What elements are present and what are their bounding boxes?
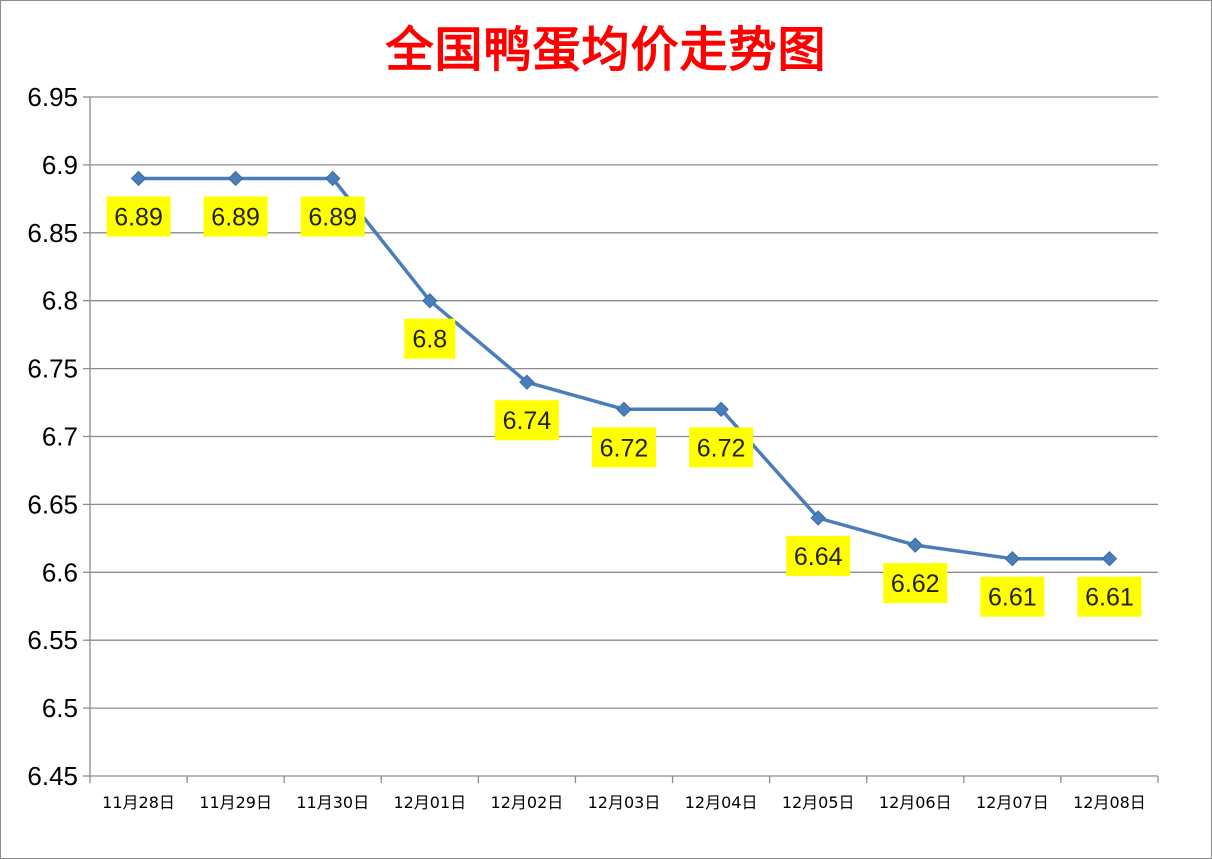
y-tick-label: 6.55 bbox=[27, 625, 78, 655]
axes bbox=[83, 96, 1159, 783]
data-point bbox=[519, 374, 535, 390]
y-tick-label: 6.45 bbox=[27, 761, 78, 791]
x-tick-label: 12月02日 bbox=[491, 793, 564, 812]
data-label-background bbox=[689, 427, 754, 468]
data-label-text: 6.89 bbox=[308, 203, 357, 231]
y-tick-label: 6.9 bbox=[42, 150, 78, 180]
data-label: 6.62 bbox=[883, 563, 948, 604]
x-axis-tick-labels: 11月28日 11月29日 11月30日 12月01日 12月02日 12月03日 12月0… bbox=[102, 793, 1146, 812]
data-label-background bbox=[1077, 576, 1142, 617]
data-point bbox=[616, 401, 632, 418]
data-label-text: 6.74 bbox=[503, 407, 552, 435]
data-label-background bbox=[786, 535, 851, 576]
y-tick-label: 6.65 bbox=[27, 489, 78, 519]
x-tick-label: 12月05日 bbox=[782, 793, 855, 812]
data-label-text: 6.89 bbox=[114, 203, 163, 231]
data-label-background bbox=[404, 318, 456, 359]
data-label-text: 6.72 bbox=[697, 434, 746, 462]
data-point bbox=[227, 170, 244, 187]
x-tick-label: 12月04日 bbox=[685, 793, 758, 812]
x-tick-label: 12月01日 bbox=[393, 793, 466, 812]
data-label: 6.61 bbox=[980, 576, 1045, 617]
data-point bbox=[907, 537, 923, 553]
data-label-text: 6.61 bbox=[988, 584, 1037, 612]
x-tick-label: 12月07日 bbox=[976, 793, 1049, 812]
y-tick-label: 6.6 bbox=[42, 557, 78, 587]
data-label: 6.61 bbox=[1077, 576, 1142, 617]
data-label-background bbox=[883, 563, 948, 604]
data-label: 6.89 bbox=[300, 196, 365, 237]
gridlines bbox=[90, 96, 1158, 709]
data-point bbox=[1004, 551, 1021, 567]
data-label: 6.64 bbox=[786, 535, 851, 576]
y-tick-label: 6.8 bbox=[42, 286, 78, 316]
data-label-background bbox=[106, 196, 171, 237]
data-label-background bbox=[592, 427, 656, 468]
x-tick-label: 12月06日 bbox=[879, 793, 952, 812]
data-label-background bbox=[980, 576, 1045, 617]
x-tick-label: 12月03日 bbox=[588, 793, 661, 812]
x-tick-label: 11月30日 bbox=[296, 793, 369, 812]
series-group bbox=[130, 170, 1118, 567]
data-label-text: 6.64 bbox=[794, 543, 843, 571]
y-axis-tick-labels: 6.45 6.5 6.55 6.6 6.65 6.7 6.75 6.8 6.85 6.9 6.95 bbox=[27, 82, 78, 791]
data-point bbox=[810, 510, 826, 526]
data-label: 6.72 bbox=[592, 427, 656, 468]
data-label-text: 6.72 bbox=[600, 434, 649, 462]
data-point bbox=[325, 170, 341, 187]
y-tick-label: 6.85 bbox=[27, 218, 78, 248]
data-label-background bbox=[300, 196, 365, 237]
data-label-text: 6.61 bbox=[1085, 584, 1134, 612]
x-tick-label: 11月29日 bbox=[199, 793, 272, 812]
data-label: 6.72 bbox=[689, 427, 754, 468]
x-tick-label: 12月08日 bbox=[1073, 793, 1146, 812]
data-label-text: 6.8 bbox=[412, 326, 447, 354]
data-point bbox=[1101, 551, 1118, 567]
data-label-text: 6.89 bbox=[211, 203, 260, 231]
data-label: 6.74 bbox=[494, 400, 559, 441]
x-tick-label: 11月28日 bbox=[102, 793, 175, 812]
data-label: 6.89 bbox=[203, 196, 268, 237]
data-label: 6.89 bbox=[106, 196, 171, 237]
data-point bbox=[422, 292, 438, 309]
chart-title: 全国鸭蛋均价走势图 bbox=[385, 22, 827, 78]
data-label-background bbox=[494, 400, 559, 441]
data-label-text: 6.62 bbox=[891, 570, 940, 598]
data-point bbox=[130, 170, 147, 187]
y-tick-label: 6.7 bbox=[42, 422, 78, 452]
data-point bbox=[713, 401, 729, 418]
y-tick-label: 6.95 bbox=[27, 82, 78, 112]
data-labels: 6.89 6.89 6.89 6.8 6.74 6.72 6.72 6.64 6.62 6.61 6… bbox=[106, 196, 1142, 617]
data-label: 6.8 bbox=[404, 318, 456, 359]
y-tick-label: 6.75 bbox=[27, 354, 78, 384]
y-tick-label: 6.5 bbox=[42, 693, 78, 723]
data-label-background bbox=[203, 196, 268, 237]
